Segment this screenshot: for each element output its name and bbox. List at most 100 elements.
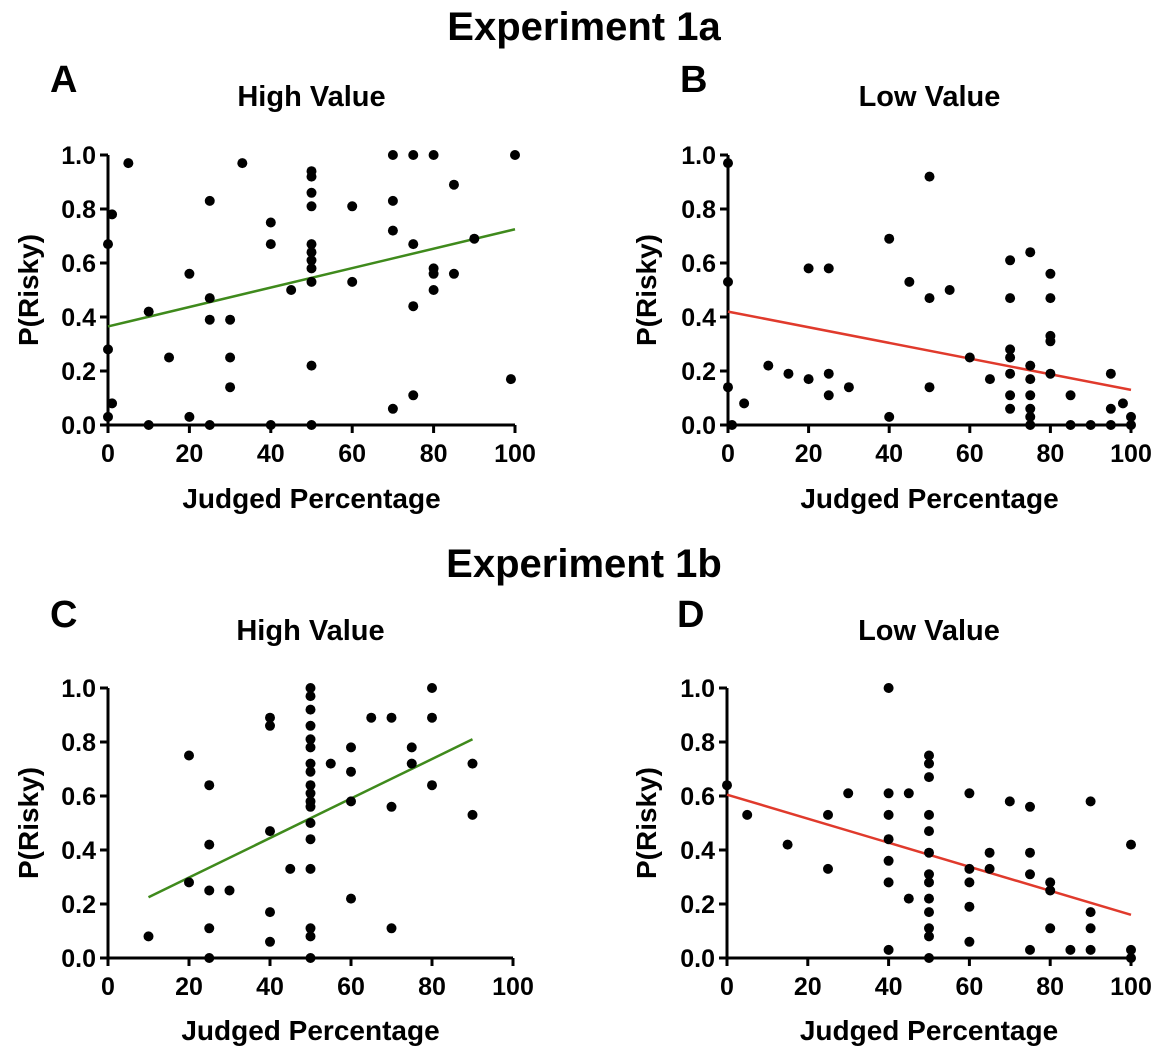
scatter-point — [1126, 839, 1136, 850]
scatter-point — [346, 766, 356, 777]
scatter-point — [265, 907, 275, 918]
scatter-point — [265, 712, 275, 723]
y-tick-label: 0.4 — [680, 837, 715, 865]
scatter-point — [469, 233, 480, 244]
scatter-point — [387, 403, 398, 414]
y-tick-label: 0.8 — [61, 729, 96, 757]
scatter-point — [306, 166, 317, 177]
scatter-point — [306, 247, 317, 258]
scatter-point — [924, 171, 935, 182]
x-tick-label: 80 — [1036, 973, 1064, 1001]
scatter-point — [964, 901, 975, 912]
scatter-point — [742, 809, 753, 820]
scatter-point — [883, 834, 894, 845]
scatter-point — [237, 158, 248, 169]
x-tick-label: 60 — [337, 973, 365, 1001]
y-tick-label: 0.2 — [680, 891, 715, 919]
y-tick-label: 0.0 — [61, 945, 96, 973]
y-tick-label: 0.4 — [681, 304, 716, 332]
scatter-point — [305, 923, 316, 934]
scatter-point — [924, 931, 934, 942]
scatter-point — [1005, 403, 1016, 414]
panel-letter: C — [50, 594, 77, 636]
scatter-point — [924, 382, 935, 393]
scatter-point — [265, 826, 275, 837]
scatter-point — [386, 712, 397, 723]
scatter-point — [467, 758, 478, 769]
y-tick-label: 0.8 — [61, 196, 96, 224]
x-tick-label: 0 — [721, 440, 735, 468]
scatter-point — [305, 683, 316, 693]
experiment-1b-title: Experiment 1b — [446, 542, 722, 586]
y-tick-label: 1.0 — [680, 675, 715, 703]
scatter-point — [924, 923, 934, 934]
scatter-point — [924, 826, 934, 837]
scatter-point — [1025, 869, 1035, 880]
y-axis-label: P(Risky) — [13, 767, 44, 879]
scatter-point — [204, 780, 215, 791]
y-tick-label: 0.8 — [681, 196, 716, 224]
scatter-point — [727, 420, 738, 430]
scatter-point — [1025, 801, 1035, 812]
scatter-point — [924, 847, 934, 858]
scatter-point — [428, 150, 439, 160]
panel-title: Low Value — [858, 615, 1000, 647]
scatter-point — [306, 239, 317, 250]
x-tick-label: 100 — [494, 440, 536, 468]
x-tick-label: 60 — [338, 440, 366, 468]
x-tick-label: 0 — [101, 973, 115, 1001]
scatter-point — [1025, 374, 1036, 385]
scatter-point — [1045, 368, 1056, 379]
scatter-point — [306, 420, 317, 430]
y-axis-label: P(Risky) — [631, 767, 662, 879]
scatter-point — [305, 766, 316, 777]
scatter-point — [1025, 390, 1036, 401]
panel-title: High Value — [237, 81, 385, 113]
scatter-point — [305, 863, 316, 874]
scatter-point — [1085, 923, 1096, 934]
scatter-point — [1005, 293, 1016, 304]
scatter-point — [467, 809, 478, 820]
scatter-point — [924, 953, 934, 963]
scatter-point — [883, 944, 894, 955]
scatter-point — [448, 268, 459, 279]
x-tick-label: 0 — [720, 973, 734, 1001]
scatter-point — [1025, 403, 1036, 414]
scatter-point — [964, 863, 975, 874]
scatter-point — [964, 877, 975, 888]
x-tick-label: 40 — [875, 973, 903, 1001]
scatter-point — [1004, 796, 1015, 807]
x-axis-label: Judged Percentage — [182, 483, 440, 514]
scatter-point — [265, 420, 276, 430]
scatter-point — [406, 742, 417, 753]
x-tick-label: 80 — [420, 440, 448, 468]
scatter-point — [305, 758, 316, 769]
y-tick-label: 0.2 — [61, 358, 96, 386]
scatter-point — [1005, 352, 1016, 363]
scatter-point — [306, 201, 317, 212]
scatter-point — [305, 931, 316, 942]
scatter-point — [265, 217, 276, 228]
y-axis-label: P(Risky) — [13, 234, 44, 346]
scatter-point — [306, 276, 317, 287]
scatter-point — [387, 225, 398, 236]
scatter-point — [265, 239, 276, 250]
y-tick-label: 0.6 — [61, 250, 96, 278]
scatter-point — [984, 847, 995, 858]
scatter-point — [427, 780, 437, 791]
scatter-point — [1025, 420, 1036, 430]
scatter-point — [204, 923, 215, 934]
y-tick-label: 0.4 — [61, 837, 96, 865]
panel-d: D Low Value 0 20 40 60 80 100 0.0 0.2 0.4 0.6 0.8 1.0… — [631, 594, 1152, 1046]
scatter-point — [347, 276, 358, 287]
experiment-1a-title: Experiment 1a — [447, 5, 721, 49]
scatter-point — [184, 411, 195, 422]
scatter-point — [723, 158, 733, 169]
scatter-point — [944, 285, 955, 295]
x-tick-label: 20 — [795, 440, 823, 468]
scatter-point — [1025, 847, 1035, 858]
x-tick-label: 20 — [175, 440, 203, 468]
scatter-point — [723, 276, 733, 287]
regression-line — [727, 310, 1132, 392]
scatter-point — [325, 758, 336, 769]
